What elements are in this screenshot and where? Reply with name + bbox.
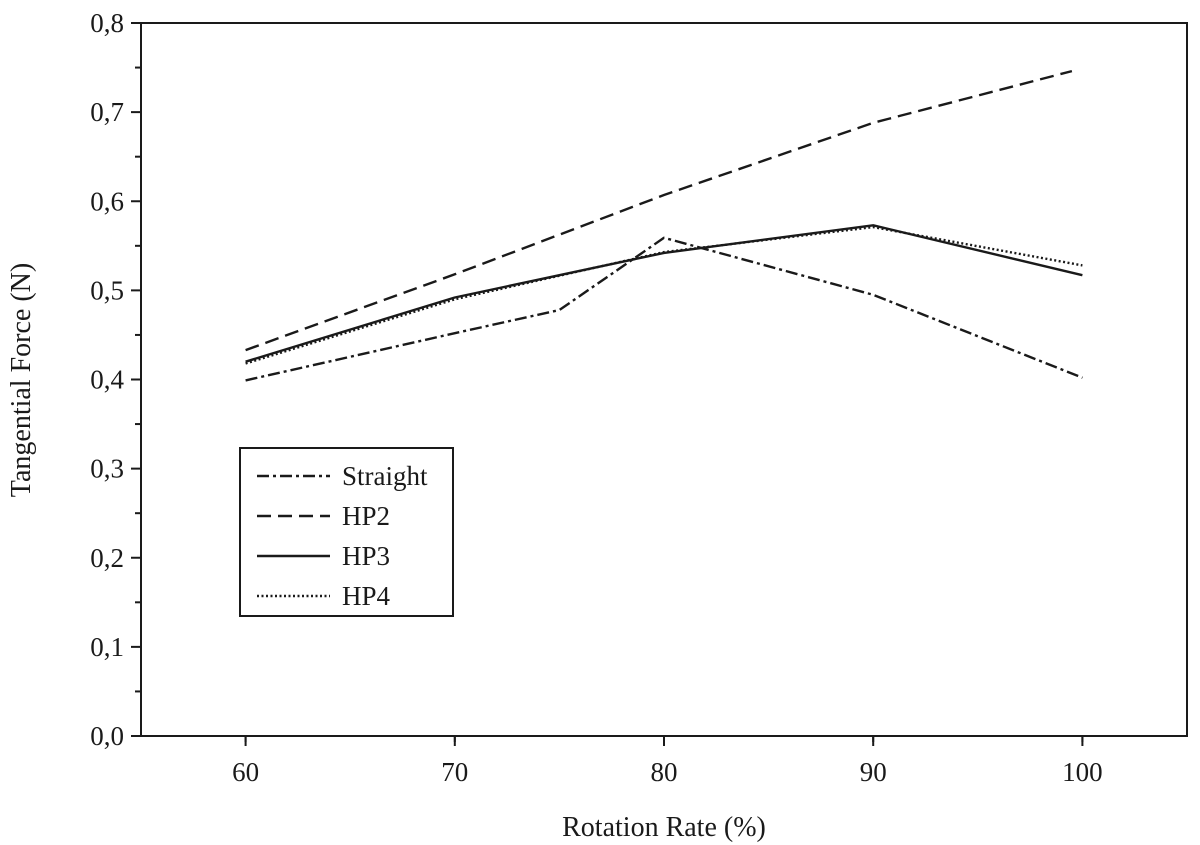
x-tick-label: 60 [232,757,259,787]
x-tick-label: 80 [651,757,678,787]
plot-area [140,22,1188,737]
y-axis: 0,0 0,1 0,2 0,3 0,4 0,5 0,6 0,7 0,8 [90,8,141,751]
x-tick-label: 100 [1062,757,1103,787]
x-axis-title: Rotation Rate (%) [562,812,766,843]
y-tick-label: 0,4 [90,365,124,395]
y-tick-label: 0,1 [90,632,124,662]
y-tick-label: 0,5 [90,275,124,305]
series-line-straight [245,236,1083,382]
series-layer [245,69,1083,382]
y-tick-label: 0,7 [90,97,124,127]
legend: Straight HP2 HP3 HP4 [239,447,454,617]
series-line-hp2 [245,69,1073,352]
y-tick-label: 0,6 [90,186,124,216]
plot-frame [140,22,1188,737]
y-tick-label: 0,0 [90,721,124,751]
y-axis-title: Tangential Force (N) [6,263,37,497]
y-tick-label: 0,3 [90,454,124,484]
y-tick-label: 0,2 [90,543,124,573]
x-axis: 60 70 80 90 100 [232,736,1103,787]
series-line-hp4 [245,225,1083,365]
legend-label: HP2 [342,501,390,531]
legend-label: Straight [342,461,428,491]
legend-label: HP4 [342,581,391,611]
x-tick-label: 70 [441,757,468,787]
series-line-hp3 [245,224,1083,363]
y-tick-label: 0,8 [90,8,124,38]
x-tick-label: 90 [860,757,887,787]
legend-label: HP3 [342,541,390,571]
